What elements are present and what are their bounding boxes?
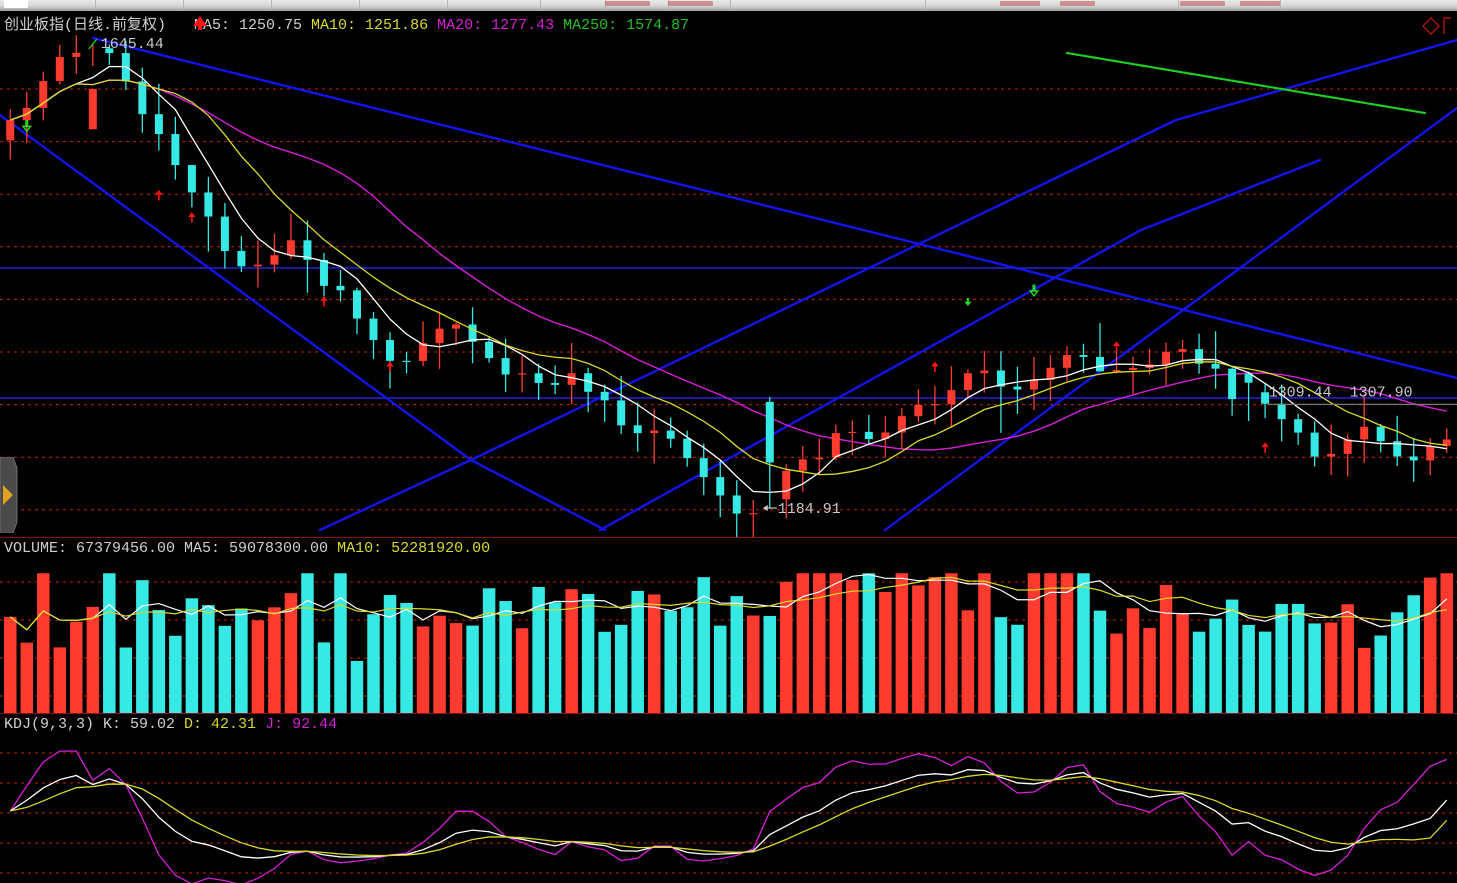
svg-text:1645.44: 1645.44 [101,36,164,53]
svg-text:1309.44 1307.90: 1309.44 1307.90 [1269,384,1413,401]
svg-text:1184.91: 1184.91 [778,501,841,518]
